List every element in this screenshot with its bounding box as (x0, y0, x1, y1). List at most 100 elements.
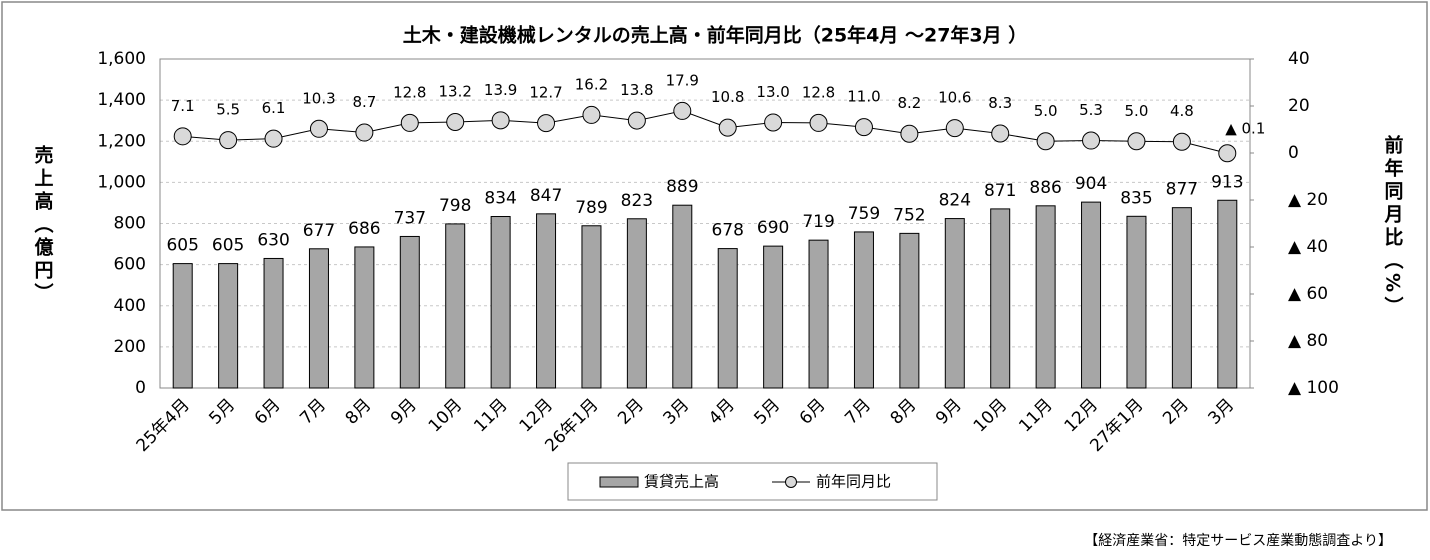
line-marker (991, 124, 1010, 143)
bar (626, 218, 647, 389)
bar (1081, 201, 1102, 389)
bar-value-label: 886 (1029, 178, 1061, 198)
bar-value-label: 678 (711, 221, 743, 241)
line-marker (900, 124, 919, 143)
y2-tick-label: ▲ 40 (1288, 237, 1328, 257)
bar-value-label: 835 (1120, 188, 1152, 208)
legend-label: 前年同月比 (816, 473, 891, 491)
line-marker (400, 113, 419, 132)
bar (399, 235, 420, 389)
line-value-label: 13.0 (756, 83, 789, 101)
bar (445, 223, 466, 389)
line-value-label: 5.0 (1125, 102, 1149, 120)
bar-value-label: 877 (1166, 180, 1198, 200)
bar (263, 257, 284, 389)
line-value-label: 13.8 (620, 81, 653, 99)
bar-value-label: 677 (303, 221, 335, 241)
y2-tick-label: 40 (1288, 49, 1310, 69)
bar-value-label: 719 (802, 212, 834, 232)
y-tick-label: 1,200 (97, 131, 146, 151)
source-note: 【経済産業省：特定サービス産業動態調査より】 (1084, 533, 1392, 549)
line-marker (627, 111, 646, 130)
legend-label: 賃貸売上高 (644, 473, 719, 491)
bar (172, 263, 193, 389)
line-value-label: 12.8 (802, 83, 835, 101)
bar-value-label: 824 (939, 191, 971, 211)
bar-value-label: 823 (621, 191, 653, 211)
bar-value-label: 605 (212, 236, 244, 256)
line-value-label: 17.9 (666, 71, 699, 89)
line-value-label: 13.2 (439, 82, 472, 100)
line-value-label: 5.0 (1034, 102, 1058, 120)
y2-tick-label: 20 (1288, 96, 1310, 116)
y-tick-label: 400 (114, 296, 146, 316)
bar (853, 231, 874, 389)
bar-value-label: 889 (666, 177, 698, 197)
y-tick-label: 1,600 (97, 49, 146, 69)
line-value-label: 10.6 (938, 89, 971, 107)
bar (581, 225, 602, 389)
y-tick-label: 600 (114, 255, 146, 275)
bar (218, 263, 239, 389)
bar-value-label: 789 (575, 198, 607, 218)
bar (536, 213, 557, 389)
bar-value-label: 759 (848, 204, 880, 224)
line-marker (1172, 132, 1191, 151)
line-value-label: 16.2 (575, 75, 608, 93)
line-marker (1036, 132, 1055, 151)
line-marker (309, 119, 328, 138)
line-marker (809, 113, 828, 132)
line-value-label: 8.2 (897, 94, 921, 112)
line-value-label: 12.7 (529, 84, 562, 102)
bar (1171, 207, 1192, 389)
y2-tick-label: ▲ 100 (1288, 378, 1339, 398)
y-tick-label: 800 (114, 214, 146, 234)
y2-tick-label: ▲ 60 (1288, 284, 1328, 304)
y2-axis-title: 前年同月比（%） (1382, 134, 1405, 319)
bar-value-label: 630 (257, 230, 289, 250)
line-marker (446, 112, 465, 131)
bar (1035, 205, 1056, 389)
chart-title: 土木・建設機械レンタルの売上高・前年同月比（25年4月 ～27年3月 ） (403, 24, 1028, 47)
line-marker (718, 118, 737, 137)
line-value-label: 4.8 (1170, 102, 1194, 120)
line-marker (355, 123, 374, 142)
bar (1126, 215, 1147, 389)
bar (808, 239, 829, 389)
bar-value-label: 605 (166, 236, 198, 256)
bar-value-label: 752 (893, 205, 925, 225)
line-value-label: 5.3 (1079, 101, 1103, 119)
line-value-label: 12.8 (393, 83, 426, 101)
line-marker (673, 101, 692, 120)
line-value-label: 11.0 (847, 88, 880, 106)
line-value-label: 8.3 (988, 94, 1012, 112)
line-value-label: ▲ 0.1 (1225, 120, 1265, 138)
line-value-label: 8.7 (352, 93, 376, 111)
line-marker (173, 127, 192, 146)
y-tick-label: 200 (114, 337, 146, 357)
y-tick-label: 1,400 (97, 90, 146, 110)
line-value-label: 10.8 (711, 88, 744, 106)
bar-value-label: 834 (484, 189, 516, 209)
line-value-label: 13.9 (484, 81, 517, 99)
bar (672, 204, 693, 389)
bar-value-label: 847 (530, 186, 562, 206)
bar (944, 218, 965, 389)
legend-swatch (599, 476, 639, 488)
y2-tick-label: 0 (1288, 143, 1299, 163)
line-marker (854, 118, 873, 137)
y2-tick-label: ▲ 20 (1288, 190, 1328, 210)
bar (763, 245, 784, 389)
line-marker (1082, 131, 1101, 150)
line-value-label: 6.1 (262, 99, 286, 117)
bar-value-label: 737 (394, 208, 426, 228)
bar-value-label: 798 (439, 196, 471, 216)
line-value-label: 10.3 (302, 89, 335, 107)
line-marker (491, 111, 510, 130)
line-marker (264, 129, 283, 148)
bar (1217, 199, 1238, 389)
bar-value-label: 690 (757, 218, 789, 238)
line-marker (1127, 132, 1146, 151)
